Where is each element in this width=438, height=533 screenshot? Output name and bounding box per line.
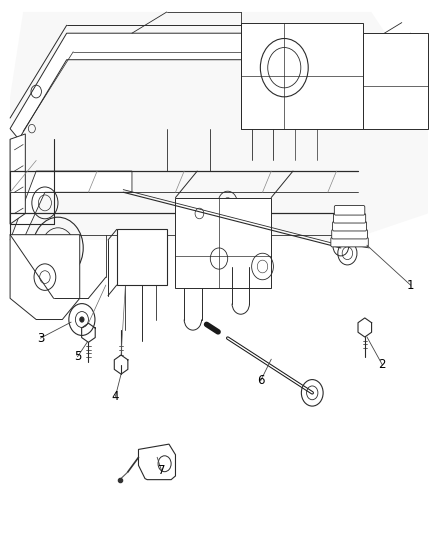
Polygon shape [10, 171, 132, 240]
Bar [176, 198, 271, 288]
Bar [241, 22, 363, 128]
Text: 5: 5 [74, 350, 81, 363]
Bar [117, 229, 167, 285]
Text: 6: 6 [257, 374, 265, 387]
FancyBboxPatch shape [332, 229, 367, 239]
FancyBboxPatch shape [333, 214, 366, 223]
Text: 3: 3 [37, 332, 44, 344]
Bar [363, 33, 428, 128]
Text: 4: 4 [112, 390, 119, 403]
Text: 2: 2 [378, 358, 386, 371]
Polygon shape [138, 444, 176, 480]
Text: 1: 1 [407, 279, 414, 292]
Polygon shape [10, 235, 80, 319]
Circle shape [80, 317, 84, 322]
Polygon shape [10, 12, 428, 240]
Polygon shape [10, 33, 371, 139]
Text: 7: 7 [158, 464, 165, 477]
FancyBboxPatch shape [332, 221, 367, 231]
Polygon shape [10, 134, 25, 224]
FancyBboxPatch shape [331, 237, 368, 247]
FancyBboxPatch shape [334, 206, 365, 215]
